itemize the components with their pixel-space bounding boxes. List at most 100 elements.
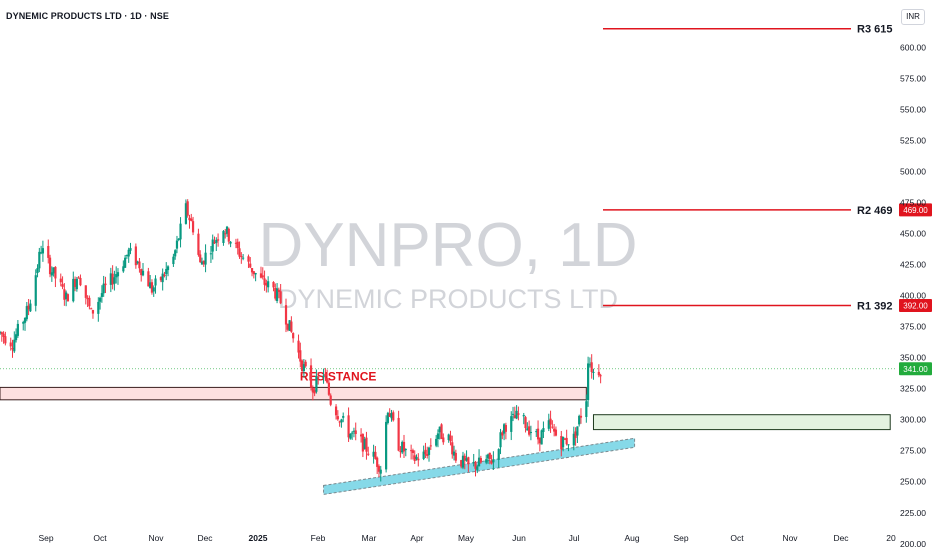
- candle-body: [13, 339, 16, 352]
- candle-body: [397, 417, 400, 451]
- candle-body: [529, 431, 533, 433]
- candle-body: [23, 317, 27, 323]
- candle-body: [492, 459, 495, 463]
- y-tick-label: 575.00: [900, 73, 926, 83]
- candle-body: [486, 454, 490, 459]
- candle-body: [590, 362, 593, 373]
- x-tick-label: Oct: [93, 533, 107, 543]
- candle-body: [561, 437, 565, 448]
- candle-body: [367, 453, 370, 455]
- candle-body: [510, 416, 513, 432]
- candle-body: [363, 439, 366, 450]
- candle-body: [304, 361, 307, 367]
- currency-button[interactable]: INR: [901, 9, 925, 25]
- candle-body: [317, 376, 320, 378]
- candle-body: [124, 257, 127, 268]
- candle-body: [379, 469, 382, 474]
- candle-body: [440, 424, 443, 439]
- candle-body: [177, 238, 180, 240]
- candle-body: [149, 282, 152, 289]
- candle-body: [499, 432, 502, 448]
- candle-body: [565, 437, 568, 445]
- symbol-title: DYNEMIC PRODUCTS LTD · 1D · NSE: [6, 11, 169, 21]
- candle-body: [322, 375, 325, 378]
- candle-body: [454, 452, 457, 461]
- candle-body: [411, 450, 415, 453]
- candle-body: [361, 434, 364, 452]
- candle-body: [347, 415, 350, 438]
- x-tick-label: Jul: [569, 533, 580, 543]
- x-tick-label: Mar: [362, 533, 377, 543]
- candle-body: [463, 455, 466, 461]
- candle-body: [511, 413, 515, 415]
- candle-body: [426, 454, 429, 456]
- watermark-company: DYNEMIC PRODUCTS LTD: [278, 284, 618, 314]
- candle-body: [436, 433, 440, 439]
- resistance-zone[interactable]: [0, 386, 587, 401]
- candle-body: [497, 449, 500, 460]
- candle-body: [415, 456, 418, 460]
- candle-body: [275, 288, 279, 302]
- y-tick-label: 475.00: [900, 197, 926, 207]
- candle-body: [48, 257, 52, 275]
- candle-body: [465, 458, 468, 461]
- candle-body: [538, 437, 541, 444]
- candle-body: [72, 278, 75, 302]
- candle-body: [166, 266, 170, 271]
- candle-body: [385, 421, 388, 470]
- x-tick-label: Sep: [673, 533, 688, 543]
- candle-body: [209, 253, 213, 255]
- x-tick-label: Jun: [512, 533, 526, 543]
- support-zone[interactable]: [592, 414, 891, 431]
- y-tick-label: 325.00: [900, 384, 926, 394]
- level-price-badge-text-3: 392.00: [903, 301, 928, 310]
- y-tick-label: 500.00: [900, 166, 926, 176]
- candle-body: [249, 263, 252, 268]
- level-price-badge-3: [899, 298, 932, 312]
- candle-body: [340, 419, 343, 423]
- candle-body: [536, 428, 540, 440]
- candle-body: [427, 447, 431, 455]
- candle-body: [402, 441, 406, 452]
- x-tick-label: Aug: [624, 533, 639, 543]
- x-tick-label: Dec: [833, 533, 849, 543]
- candle-body: [29, 303, 32, 312]
- candle-body: [65, 292, 68, 299]
- candle-body: [129, 248, 132, 251]
- candle-body: [424, 449, 427, 455]
- candle-body: [572, 433, 575, 446]
- candle-body: [63, 289, 66, 300]
- x-tick-label: Sep: [38, 533, 53, 543]
- candle-body: [265, 283, 268, 286]
- candle-body: [109, 273, 112, 285]
- candle-body: [334, 406, 338, 416]
- x-tick-label: Dec: [197, 533, 213, 543]
- candle-body: [449, 435, 452, 442]
- x-tick-label: Apr: [410, 533, 423, 543]
- candle-body: [75, 278, 78, 290]
- candle-body: [50, 272, 53, 276]
- candle-body: [302, 364, 305, 372]
- candle-body: [329, 395, 332, 405]
- candle-body: [134, 246, 137, 266]
- candle-body: [59, 278, 62, 283]
- candle-body: [41, 248, 45, 254]
- candle-body: [240, 256, 243, 258]
- candle-body: [84, 285, 87, 298]
- candle-body: [204, 252, 207, 265]
- candle-body: [477, 457, 481, 467]
- level-label-3: R1 392: [857, 300, 892, 312]
- candle-body: [0, 331, 2, 333]
- candle-body: [47, 246, 50, 258]
- x-tick-label: Feb: [311, 533, 326, 543]
- x-tick-label: May: [458, 533, 475, 543]
- candle-body: [91, 310, 95, 314]
- candle-body: [401, 441, 404, 453]
- candle-body: [485, 459, 488, 463]
- candle-body: [563, 438, 566, 440]
- candle-body: [585, 401, 588, 417]
- candle-body: [372, 451, 375, 457]
- candle-body: [522, 415, 525, 417]
- candle-body: [326, 378, 329, 383]
